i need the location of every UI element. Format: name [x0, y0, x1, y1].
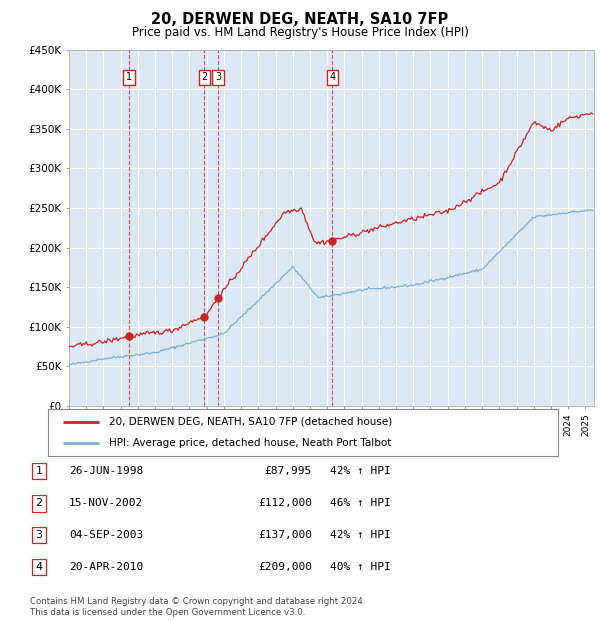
- Text: 4: 4: [329, 73, 335, 82]
- Text: £137,000: £137,000: [258, 530, 312, 540]
- Text: £209,000: £209,000: [258, 562, 312, 572]
- Text: Price paid vs. HM Land Registry's House Price Index (HPI): Price paid vs. HM Land Registry's House …: [131, 26, 469, 39]
- Text: HPI: Average price, detached house, Neath Port Talbot: HPI: Average price, detached house, Neat…: [109, 438, 392, 448]
- Text: 04-SEP-2003: 04-SEP-2003: [69, 530, 143, 540]
- Text: 46% ↑ HPI: 46% ↑ HPI: [330, 498, 391, 508]
- Text: 42% ↑ HPI: 42% ↑ HPI: [330, 466, 391, 476]
- Text: £112,000: £112,000: [258, 498, 312, 508]
- Text: 1: 1: [126, 73, 132, 82]
- Text: Contains HM Land Registry data © Crown copyright and database right 2024.
This d: Contains HM Land Registry data © Crown c…: [30, 598, 365, 617]
- Text: 15-NOV-2002: 15-NOV-2002: [69, 498, 143, 508]
- Text: 42% ↑ HPI: 42% ↑ HPI: [330, 530, 391, 540]
- Text: 3: 3: [35, 530, 43, 540]
- Text: 20, DERWEN DEG, NEATH, SA10 7FP (detached house): 20, DERWEN DEG, NEATH, SA10 7FP (detache…: [109, 417, 392, 427]
- Text: 2: 2: [35, 498, 43, 508]
- Text: 2: 2: [202, 73, 208, 82]
- Text: 40% ↑ HPI: 40% ↑ HPI: [330, 562, 391, 572]
- Text: 4: 4: [35, 562, 43, 572]
- Text: 26-JUN-1998: 26-JUN-1998: [69, 466, 143, 476]
- Text: £87,995: £87,995: [265, 466, 312, 476]
- Text: 1: 1: [35, 466, 43, 476]
- Text: 20, DERWEN DEG, NEATH, SA10 7FP: 20, DERWEN DEG, NEATH, SA10 7FP: [151, 12, 449, 27]
- Text: 3: 3: [215, 73, 221, 82]
- Text: 20-APR-2010: 20-APR-2010: [69, 562, 143, 572]
